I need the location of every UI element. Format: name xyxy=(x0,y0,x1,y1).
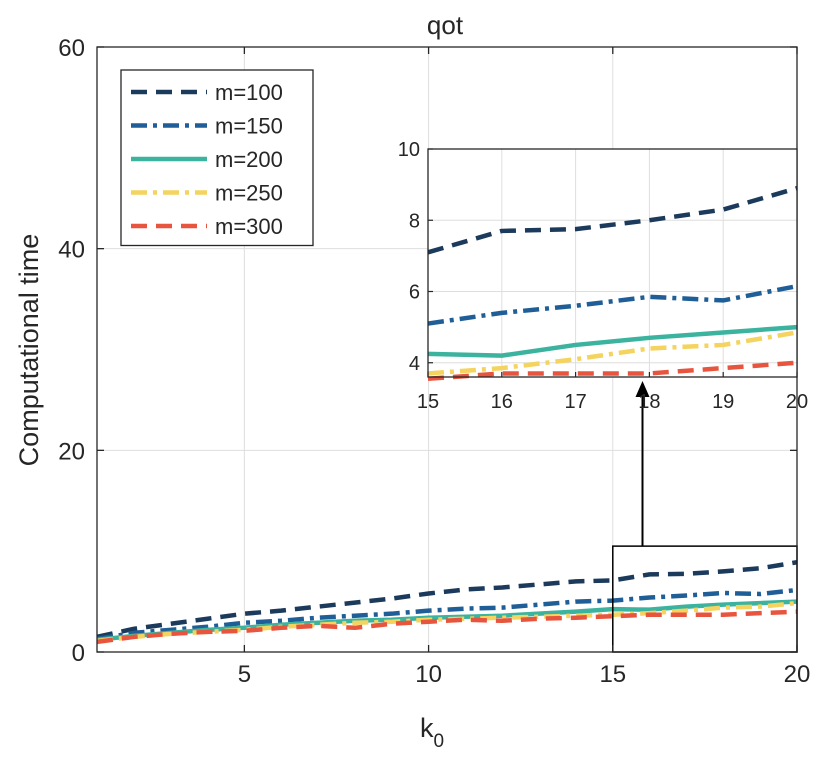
y-tick-label-0: 0 xyxy=(72,640,85,667)
x-tick-label-20: 20 xyxy=(784,661,811,688)
inset-x-tick-label-16: 16 xyxy=(491,391,513,413)
inset-series-line-m=250 xyxy=(427,330,798,376)
x-axis-label: k0 xyxy=(420,713,444,752)
inset-series-line-m=100 xyxy=(427,186,798,255)
x-tick-label-15: 15 xyxy=(599,661,626,688)
x-tick-label-10: 10 xyxy=(415,661,442,688)
inset-y-tick-label-10: 10 xyxy=(398,139,420,161)
inset-y-tick-label-8: 8 xyxy=(409,210,420,232)
zoom-arrow-head xyxy=(635,381,650,397)
series-line-m=100 xyxy=(96,560,798,640)
y-axis-label: Computational time xyxy=(14,234,44,467)
inset-series-line-m=200 xyxy=(427,324,798,358)
series-line-m=300 xyxy=(96,609,798,645)
x-axis-label-main: k xyxy=(420,713,434,743)
main-axis-ticks: 5 10 15 20 0 20 40 60 xyxy=(58,35,810,688)
main-series-lines xyxy=(96,560,798,645)
inset-series-lines xyxy=(427,186,798,382)
inset-background xyxy=(428,149,797,377)
legend-label-m=150: m=150 xyxy=(215,114,283,139)
legend-label-m=300: m=300 xyxy=(215,214,283,239)
inset-x-tick-label-17: 17 xyxy=(564,391,586,413)
y-tick-label-40: 40 xyxy=(58,237,85,264)
inset-axis-ticks: 15 16 17 18 19 20 4 6 8 10 xyxy=(398,139,808,413)
legend-label-m=200: m=200 xyxy=(215,147,283,172)
y-tick-label-20: 20 xyxy=(58,438,85,465)
inset-x-tick-label-19: 19 xyxy=(712,391,734,413)
chart-title: qot xyxy=(427,10,464,40)
x-tick-label-5: 5 xyxy=(238,661,251,688)
inset-y-tick-label-4: 4 xyxy=(409,353,420,375)
inset-y-tick-label-6: 6 xyxy=(409,282,420,304)
inset-frame xyxy=(427,148,798,378)
legend-label-m=250: m=250 xyxy=(215,181,283,206)
x-axis-label-subscript: 0 xyxy=(433,731,444,752)
series-line-m=150 xyxy=(96,587,798,642)
inset-series-line-m=150 xyxy=(427,283,798,326)
series-line-m=200 xyxy=(96,599,798,643)
series-line-m=250 xyxy=(96,600,798,644)
inset-x-tick-label-15: 15 xyxy=(417,391,439,413)
y-tick-label-60: 60 xyxy=(58,35,85,62)
inset-series-line-m=300 xyxy=(427,360,798,382)
legend: m=100 m=150 m=200 m=250 m=300 xyxy=(120,69,314,247)
inset-x-tick-label-20: 20 xyxy=(786,391,808,413)
inset-plot: 15 16 17 18 19 20 4 6 8 10 xyxy=(398,139,808,413)
inset-x-tick-label-18: 18 xyxy=(638,391,660,413)
legend-label-m=100: m=100 xyxy=(215,80,283,105)
